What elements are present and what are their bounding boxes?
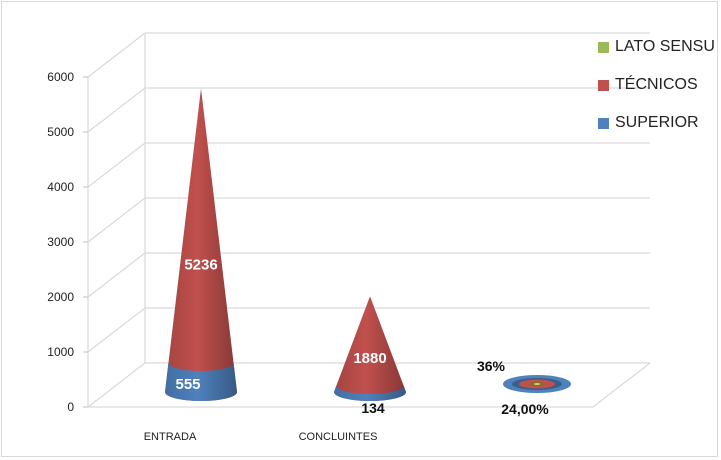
y-tick-label: 3000 bbox=[47, 235, 74, 249]
data-label-tecnicos: 1880 bbox=[353, 350, 386, 367]
data-label-superior: 555 bbox=[175, 376, 200, 393]
data-label-tecnicos: 36% bbox=[477, 358, 506, 374]
legend: LATO SENSU TÉCNICOS SUPERIOR bbox=[598, 28, 715, 142]
gridline-depth bbox=[87, 252, 146, 298]
y-axis-ticks: 0 1000 2000 3000 4000 5000 6000 bbox=[47, 70, 74, 414]
chart-marks bbox=[165, 88, 571, 402]
legend-swatch-superior bbox=[598, 117, 609, 129]
cone-tecnicos bbox=[334, 296, 406, 401]
floor-right-edge bbox=[592, 362, 651, 408]
legend-item-tecnicos: TÉCNICOS bbox=[598, 66, 715, 104]
legend-label: TÉCNICOS bbox=[615, 76, 698, 93]
y-tick-label: 4000 bbox=[47, 180, 74, 194]
legend-swatch-lato-sensu bbox=[598, 41, 609, 53]
gridline-depth bbox=[87, 197, 146, 243]
x-axis-ticks: ENTRADA CONCLUINTES bbox=[144, 431, 378, 443]
cone-superior bbox=[334, 385, 406, 401]
y-tick-label: 6000 bbox=[47, 70, 74, 84]
cone-apex bbox=[534, 383, 540, 385]
legend-item-lato-sensu: LATO SENSU bbox=[598, 28, 715, 66]
legend-label: LATO SENSU bbox=[615, 38, 715, 55]
data-label-superior: 134 bbox=[361, 400, 385, 416]
x-tick-label: CONCLUINTES bbox=[299, 431, 378, 443]
cone-superior bbox=[165, 362, 237, 401]
legend-label: SUPERIOR bbox=[615, 114, 699, 131]
gridline-depth bbox=[87, 142, 146, 188]
y-tick-label: 1000 bbox=[47, 345, 74, 359]
gridline-depth bbox=[87, 362, 146, 408]
gridline-depth bbox=[87, 307, 146, 353]
data-label-superior: 24,00% bbox=[501, 401, 549, 417]
y-tick-label: 0 bbox=[67, 400, 74, 414]
data-labels: 5236 555 1880 134 36% 24,00% bbox=[175, 256, 549, 417]
x-tick-label: ENTRADA bbox=[144, 431, 197, 443]
cone-tecnicos bbox=[165, 88, 237, 402]
legend-item-superior: SUPERIOR bbox=[598, 104, 715, 142]
y-tick-label: 5000 bbox=[47, 125, 74, 139]
gridline-depth bbox=[87, 32, 146, 78]
legend-swatch-tecnicos bbox=[598, 79, 609, 91]
y-tick-label: 2000 bbox=[47, 290, 74, 304]
gridline-depth bbox=[87, 87, 146, 133]
data-label-tecnicos: 5236 bbox=[184, 256, 217, 273]
